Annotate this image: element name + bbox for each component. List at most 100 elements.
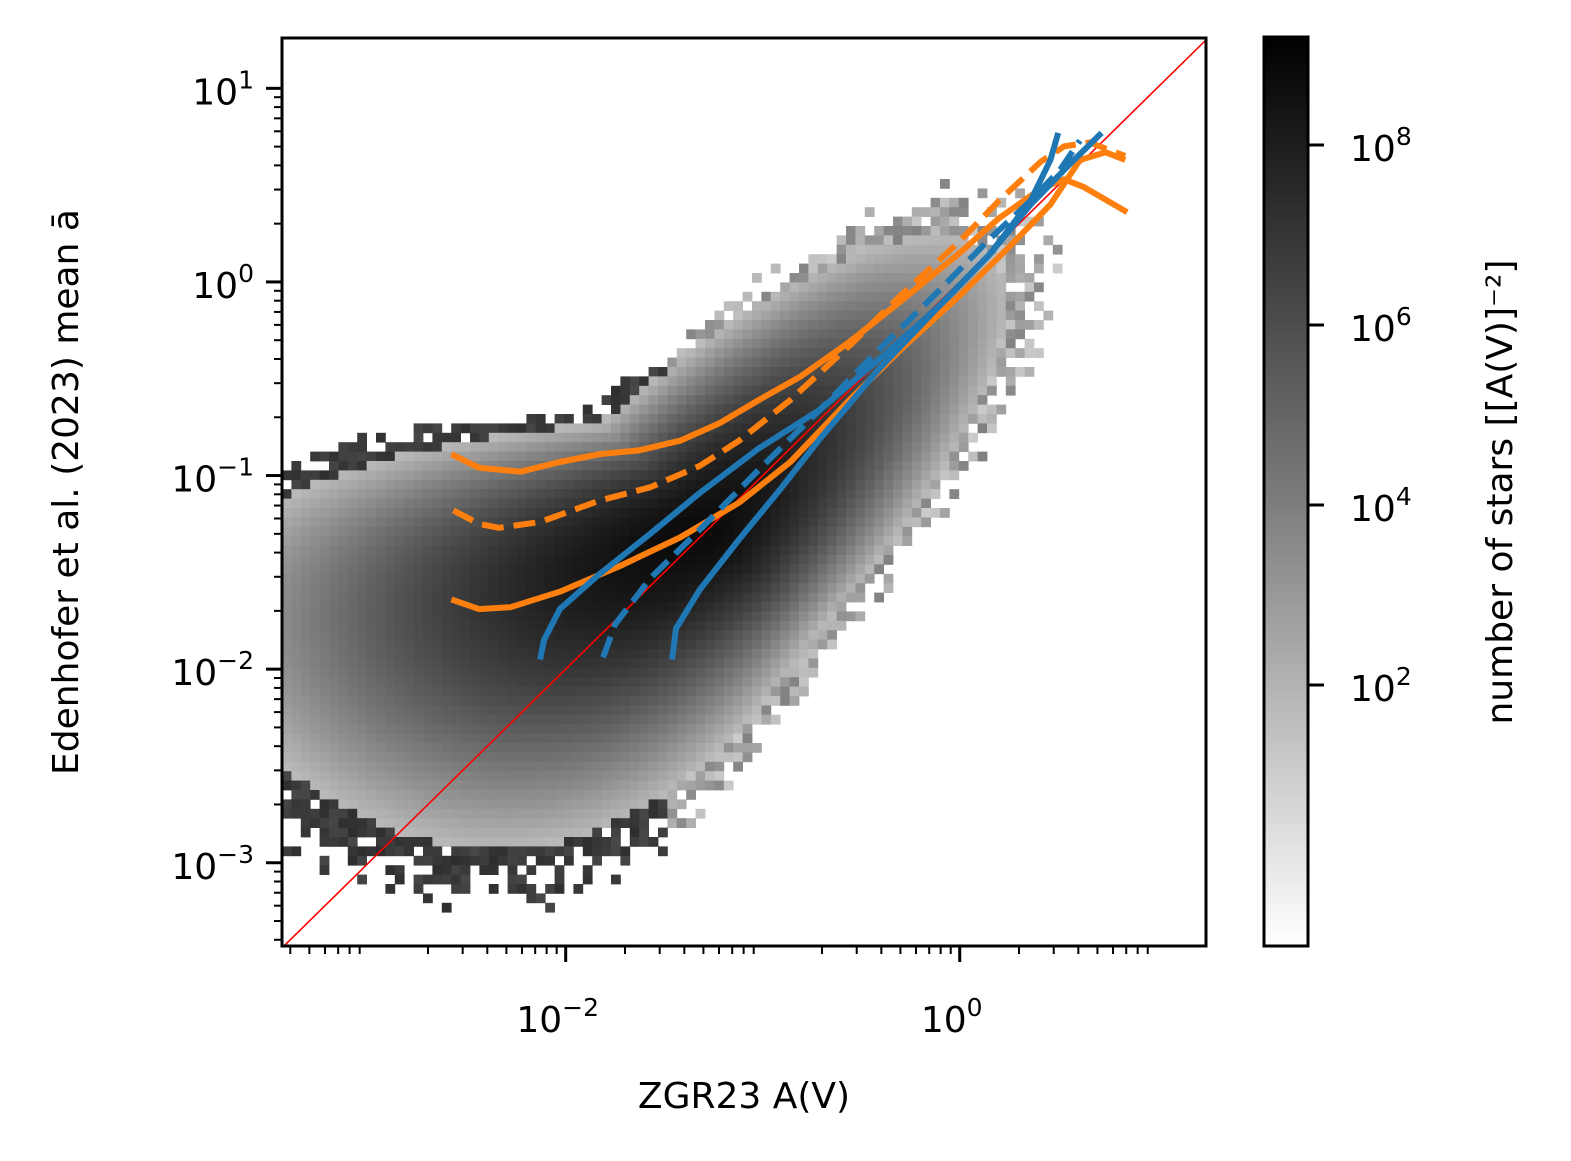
heatmap-bin — [498, 733, 508, 744]
heatmap-bin — [639, 508, 649, 518]
heatmap-bin — [770, 310, 781, 321]
heatmap-bin — [686, 724, 696, 734]
heatmap-bin — [949, 263, 960, 274]
heatmap-bin — [535, 536, 546, 546]
heatmap-bin — [996, 320, 1007, 330]
heatmap-bin — [921, 508, 931, 518]
heatmap-bin — [874, 461, 884, 471]
heatmap-bin — [940, 461, 950, 471]
heatmap-bin — [827, 254, 837, 264]
heatmap-bin — [535, 705, 546, 716]
heatmap-bin — [441, 677, 452, 687]
heatmap-bin — [564, 827, 574, 838]
heatmap-bin — [498, 696, 508, 706]
heatmap-bin — [958, 395, 969, 405]
heatmap-bin — [611, 771, 621, 781]
heatmap-bin — [357, 611, 367, 622]
heatmap-bin — [300, 592, 311, 603]
heatmap-bin — [385, 761, 396, 772]
heatmap-bin — [319, 686, 330, 697]
heatmap-bin — [864, 432, 875, 443]
heatmap-bin — [705, 592, 715, 603]
heatmap-bin — [968, 310, 978, 321]
heatmap-bin — [423, 442, 433, 452]
heatmap-bin — [413, 442, 424, 452]
heatmap-bin — [376, 649, 386, 659]
heatmap-bin — [667, 583, 678, 593]
heatmap-bin — [545, 733, 555, 744]
heatmap-bin — [441, 874, 452, 885]
heatmap-bin — [291, 602, 302, 612]
heatmap-bin — [545, 489, 555, 499]
heatmap-bin — [996, 301, 1007, 311]
heatmap-bin — [742, 752, 753, 763]
heatmap-bin — [676, 395, 687, 405]
heatmap-bin — [705, 498, 715, 509]
heatmap-bin — [451, 479, 461, 490]
heatmap-bin — [517, 884, 527, 894]
heatmap-bin — [329, 733, 339, 744]
heatmap-bin — [930, 451, 941, 462]
heatmap-bin — [629, 771, 640, 781]
heatmap-bin — [695, 404, 706, 415]
heatmap-bin — [714, 395, 725, 405]
heatmap-bin — [883, 545, 894, 556]
heatmap-bin — [846, 385, 856, 396]
heatmap-bin — [432, 508, 443, 518]
heatmap-bin — [629, 827, 640, 838]
heatmap-bin — [658, 696, 668, 706]
heatmap-bin — [883, 498, 894, 509]
heatmap-bin — [676, 526, 687, 537]
heatmap-bin — [893, 254, 903, 264]
heatmap-bin — [413, 714, 424, 725]
heatmap-bin — [526, 592, 537, 603]
heatmap-bin — [620, 395, 631, 405]
heatmap-bin — [780, 508, 790, 518]
heatmap-bin — [686, 479, 696, 490]
heatmap-bin — [893, 508, 903, 518]
heatmap-bin — [761, 338, 772, 349]
heatmap-bin — [300, 686, 311, 697]
heatmap-bin — [347, 818, 358, 828]
heatmap-bin — [742, 385, 753, 396]
heatmap-bin — [611, 461, 621, 471]
heatmap-bin — [385, 790, 396, 800]
heatmap-bin — [338, 677, 349, 687]
heatmap-bin — [470, 555, 480, 565]
heatmap-bin — [827, 385, 837, 396]
heatmap-bin — [545, 790, 555, 800]
heatmap-bin — [714, 310, 725, 321]
heatmap-bin — [394, 508, 405, 518]
heatmap-bin — [761, 423, 772, 434]
heatmap-bin — [394, 470, 405, 481]
heatmap-bin — [319, 564, 330, 575]
heatmap-bin — [620, 432, 631, 443]
heatmap-bin — [582, 705, 593, 716]
heatmap-bin — [282, 705, 292, 716]
heatmap-bin — [846, 470, 856, 481]
heatmap-bin — [385, 724, 396, 734]
heatmap-bin — [648, 536, 659, 546]
heatmap-bin — [319, 508, 330, 518]
heatmap-bin — [357, 620, 367, 631]
heatmap-bin — [338, 780, 349, 791]
heatmap-bin — [667, 705, 678, 716]
heatmap-bin — [611, 526, 621, 537]
heatmap-bin — [347, 479, 358, 490]
heatmap-bin — [404, 592, 414, 603]
heatmap-bin — [827, 282, 837, 293]
heatmap-bin — [808, 573, 819, 584]
heatmap-bin — [808, 273, 819, 283]
heatmap-bin — [394, 545, 405, 556]
heatmap-bin — [629, 385, 640, 396]
heatmap-bin — [507, 611, 518, 622]
heatmap-bin — [893, 423, 903, 434]
heatmap-bin — [761, 451, 772, 462]
heatmap-bin — [893, 451, 903, 462]
heatmap-bin — [752, 686, 762, 697]
heatmap-bin — [582, 827, 593, 838]
heatmap-bin — [855, 479, 866, 490]
heatmap-bin — [347, 442, 358, 452]
heatmap-bin — [404, 667, 414, 678]
heatmap-bin — [827, 291, 837, 302]
